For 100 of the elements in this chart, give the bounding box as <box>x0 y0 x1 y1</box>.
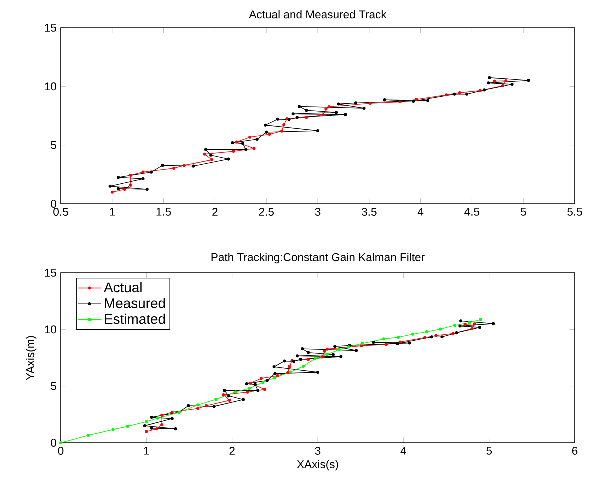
point <box>276 118 280 121</box>
point <box>316 129 320 133</box>
point <box>274 376 277 380</box>
point <box>458 91 462 95</box>
point <box>492 322 496 326</box>
point <box>396 342 400 346</box>
point <box>408 342 412 345</box>
point <box>172 166 176 170</box>
x-axis-title: XAxis(s) <box>297 460 338 471</box>
point <box>454 324 457 328</box>
point <box>430 336 434 339</box>
point <box>460 320 463 323</box>
point <box>338 348 341 352</box>
x-tick-label: 1 <box>144 447 150 455</box>
y-tick-label: 0 <box>51 200 57 208</box>
point <box>286 371 290 374</box>
point <box>272 366 276 369</box>
point <box>234 390 238 394</box>
point <box>248 387 251 390</box>
point <box>231 141 234 145</box>
legend-label: Measured <box>105 298 166 308</box>
point <box>355 349 358 352</box>
point <box>256 138 259 141</box>
point <box>478 89 482 92</box>
y-tick-label: 5 <box>51 382 57 390</box>
point <box>322 114 325 117</box>
point <box>263 388 266 392</box>
point <box>248 136 252 139</box>
point <box>142 177 145 181</box>
point <box>483 88 486 92</box>
chart-title: Path Tracking:Constant Gain Kalman Filter <box>212 253 425 264</box>
point <box>337 102 340 106</box>
point <box>368 102 372 106</box>
point <box>344 113 348 116</box>
point <box>385 343 388 346</box>
x-tick-label: 2.5 <box>259 208 274 216</box>
point <box>305 109 308 112</box>
point <box>227 158 230 161</box>
point <box>372 341 376 344</box>
y-axis-title: YAxis(m) <box>26 336 37 380</box>
point <box>326 348 329 351</box>
point <box>156 416 160 420</box>
point <box>412 100 416 103</box>
legend-label: Estimated <box>105 314 166 324</box>
point <box>248 382 252 385</box>
point <box>453 92 456 96</box>
point <box>117 187 120 190</box>
point <box>242 398 245 402</box>
point <box>305 116 308 120</box>
point <box>412 332 415 336</box>
point <box>241 142 244 146</box>
point <box>288 365 292 368</box>
y-tick-label: 10 <box>45 82 57 91</box>
point <box>123 188 126 192</box>
point <box>126 425 130 428</box>
point <box>161 164 164 168</box>
x-tick-label: 0 <box>58 447 64 456</box>
point <box>301 348 304 351</box>
point <box>254 383 257 386</box>
point <box>228 398 232 402</box>
point <box>316 370 320 374</box>
y-tick-label: 0 <box>51 439 57 447</box>
point <box>150 416 154 420</box>
point <box>425 330 428 334</box>
x-tick-label: 2 <box>212 208 218 216</box>
point <box>265 130 268 134</box>
point <box>142 170 145 174</box>
point <box>262 381 265 384</box>
point <box>479 318 482 322</box>
point <box>256 389 260 392</box>
legend-label: Actual <box>104 282 142 293</box>
point <box>299 358 302 362</box>
point <box>222 394 226 397</box>
point <box>510 83 514 86</box>
point <box>246 390 250 394</box>
point <box>264 124 268 127</box>
point <box>86 434 90 438</box>
x-tick-label: 3 <box>315 447 321 456</box>
point <box>488 76 492 80</box>
point <box>283 360 286 363</box>
point <box>266 379 269 382</box>
y-tick-label: 15 <box>45 269 56 277</box>
point <box>214 398 218 402</box>
point <box>203 152 206 156</box>
point <box>192 164 196 168</box>
point <box>150 426 154 430</box>
point <box>155 428 158 431</box>
point <box>110 190 114 194</box>
point <box>396 336 400 340</box>
point <box>289 370 292 374</box>
point <box>196 404 200 407</box>
point <box>354 102 358 105</box>
point <box>170 417 174 420</box>
point <box>145 420 148 424</box>
x-tick-label: 6 <box>572 447 578 456</box>
point <box>280 130 284 133</box>
point <box>455 332 458 335</box>
point <box>227 394 230 398</box>
point <box>296 116 299 120</box>
point <box>314 357 317 360</box>
